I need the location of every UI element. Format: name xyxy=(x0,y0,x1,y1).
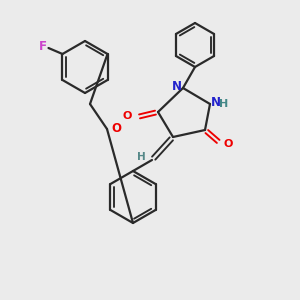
Text: N: N xyxy=(172,80,182,92)
Text: H: H xyxy=(136,152,146,162)
Text: N: N xyxy=(211,95,221,109)
Text: O: O xyxy=(224,139,233,149)
Text: O: O xyxy=(123,111,132,121)
Text: F: F xyxy=(38,40,46,53)
Text: H: H xyxy=(219,99,229,109)
Text: O: O xyxy=(111,122,121,136)
